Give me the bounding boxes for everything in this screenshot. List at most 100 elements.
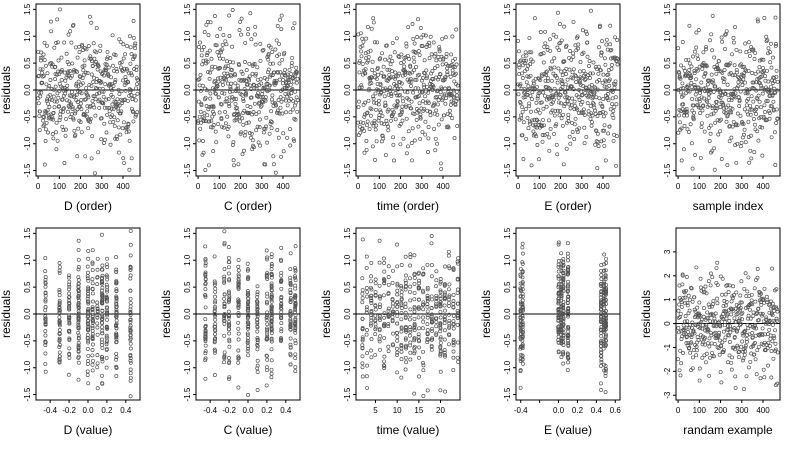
data-point — [288, 267, 293, 272]
data-point — [714, 265, 719, 270]
data-point — [57, 293, 62, 298]
data-point — [110, 88, 114, 93]
data-point — [115, 69, 120, 74]
data-point — [225, 74, 230, 79]
data-point — [57, 357, 62, 362]
data-point — [454, 27, 459, 32]
data-point — [608, 42, 612, 47]
data-point — [609, 47, 614, 52]
data-point — [279, 13, 284, 18]
data-point — [104, 282, 109, 287]
data-point — [239, 92, 244, 97]
data-point — [424, 68, 429, 73]
data-point — [293, 321, 298, 326]
data-point — [557, 113, 562, 118]
data-point — [526, 126, 531, 131]
data-point — [265, 313, 270, 317]
data-point — [579, 76, 584, 81]
y-tick-label: -0.5 — [343, 333, 352, 347]
data-point — [271, 154, 276, 159]
data-point — [528, 73, 533, 78]
data-point — [523, 107, 528, 112]
data-point — [396, 54, 401, 59]
data-point — [245, 332, 250, 337]
data-point — [681, 102, 686, 107]
data-point — [599, 139, 604, 144]
data-point — [37, 128, 42, 133]
data-point — [687, 68, 692, 72]
data-point — [766, 46, 771, 51]
data-point — [407, 57, 412, 61]
data-point — [702, 129, 707, 134]
data-point — [357, 70, 362, 75]
data-point — [65, 83, 70, 88]
data-point — [86, 318, 90, 323]
data-point — [591, 60, 596, 65]
data-point — [67, 284, 72, 289]
data-point — [88, 54, 93, 59]
data-point — [198, 109, 203, 114]
data-point — [417, 101, 422, 106]
y-axis-label: residuals — [639, 66, 653, 114]
data-point — [114, 295, 119, 300]
data-point — [266, 53, 271, 58]
data-point — [763, 74, 768, 79]
data-point — [114, 318, 119, 323]
data-point — [269, 347, 274, 352]
data-point — [399, 357, 404, 362]
data-point — [244, 121, 249, 126]
data-point — [40, 67, 45, 72]
data-point — [253, 42, 258, 47]
data-point — [57, 319, 62, 324]
data-point — [197, 45, 201, 49]
y-tick-label: 1.5 — [343, 227, 352, 239]
data-point — [559, 251, 564, 256]
data-point — [391, 301, 395, 306]
data-point — [755, 129, 760, 134]
data-point — [722, 106, 726, 111]
data-point — [212, 340, 217, 345]
data-point — [109, 106, 114, 111]
data-point — [51, 111, 56, 116]
data-point — [768, 41, 773, 46]
data-point — [243, 60, 247, 64]
data-point — [109, 75, 114, 80]
data-point — [267, 87, 272, 92]
data-point — [275, 108, 280, 113]
data-point — [231, 140, 236, 145]
data-point — [222, 305, 227, 310]
data-point — [281, 149, 286, 154]
data-point — [384, 43, 389, 48]
data-point — [237, 115, 242, 120]
data-point — [749, 156, 754, 161]
data-point — [101, 89, 106, 94]
data-point — [733, 374, 738, 379]
data-point — [559, 355, 564, 359]
data-point — [706, 341, 710, 346]
data-point — [559, 38, 564, 43]
data-point — [222, 240, 227, 245]
data-point — [692, 49, 697, 54]
data-point — [203, 263, 208, 268]
data-point — [376, 72, 381, 77]
data-point — [89, 72, 94, 77]
data-point — [80, 76, 85, 80]
data-point — [416, 17, 420, 22]
data-point — [443, 35, 448, 40]
data-point — [752, 57, 757, 61]
data-point — [411, 37, 416, 41]
data-point — [261, 85, 266, 90]
data-point — [538, 78, 543, 82]
data-point — [233, 73, 238, 78]
data-point — [290, 87, 295, 92]
data-point — [434, 278, 439, 283]
data-point — [115, 97, 120, 102]
data-point — [68, 69, 72, 74]
data-point — [754, 95, 759, 100]
data-point — [408, 289, 412, 294]
data-point — [234, 97, 239, 101]
data-point — [42, 40, 47, 45]
data-point — [732, 73, 737, 78]
data-point — [539, 51, 544, 56]
data-point — [723, 32, 728, 37]
